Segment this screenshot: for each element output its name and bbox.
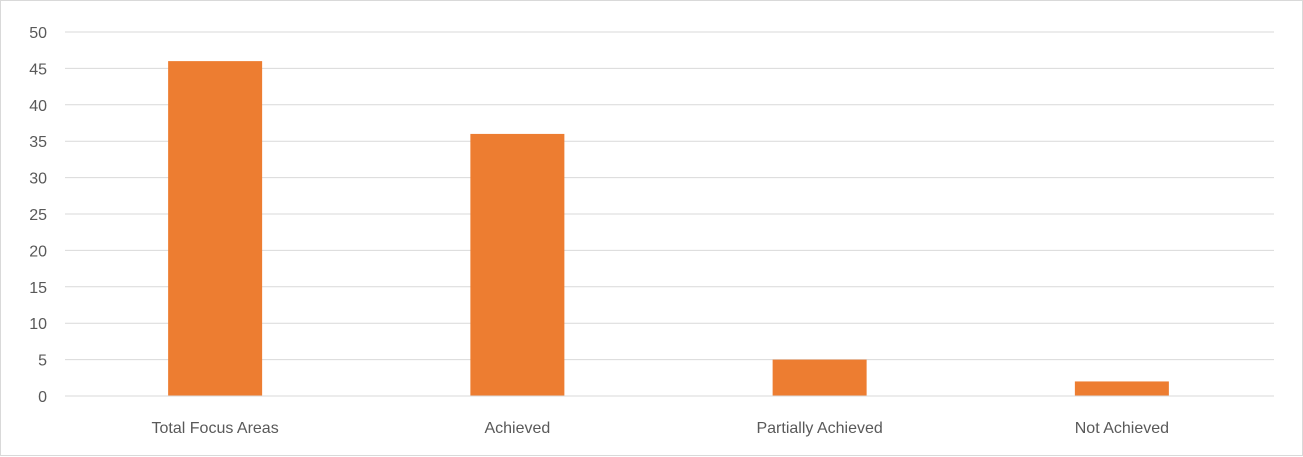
y-axis-ticks: 0 5 10 15 20 25 30 35 40 45 50	[29, 25, 47, 406]
y-tick-label: 15	[29, 280, 47, 297]
x-category-label: Achieved	[484, 420, 550, 437]
bars	[168, 61, 1169, 397]
y-tick-label: 45	[29, 61, 47, 78]
y-tick-label: 20	[29, 243, 47, 260]
y-tick-label: 25	[29, 207, 47, 224]
y-tick-label: 30	[29, 171, 47, 188]
bar-achieved	[470, 133, 565, 397]
y-tick-label: 40	[29, 98, 47, 115]
y-tick-label: 10	[29, 316, 47, 333]
bar-partially-achieved	[772, 359, 867, 396]
x-category-label: Partially Achieved	[756, 420, 882, 437]
bar-total-focus-areas	[168, 61, 263, 397]
y-tick-label: 5	[38, 353, 47, 370]
gridlines	[65, 31, 1274, 361]
x-category-label: Not Achieved	[1075, 420, 1169, 437]
y-tick-label: 0	[38, 389, 47, 406]
x-category-label: Total Focus Areas	[152, 420, 279, 437]
y-tick-label: 35	[29, 134, 47, 151]
y-tick-label: 50	[29, 25, 47, 42]
x-axis-labels: Total Focus Areas Achieved Partially Achie…	[152, 420, 1169, 437]
bar-not-achieved	[1074, 381, 1169, 396]
